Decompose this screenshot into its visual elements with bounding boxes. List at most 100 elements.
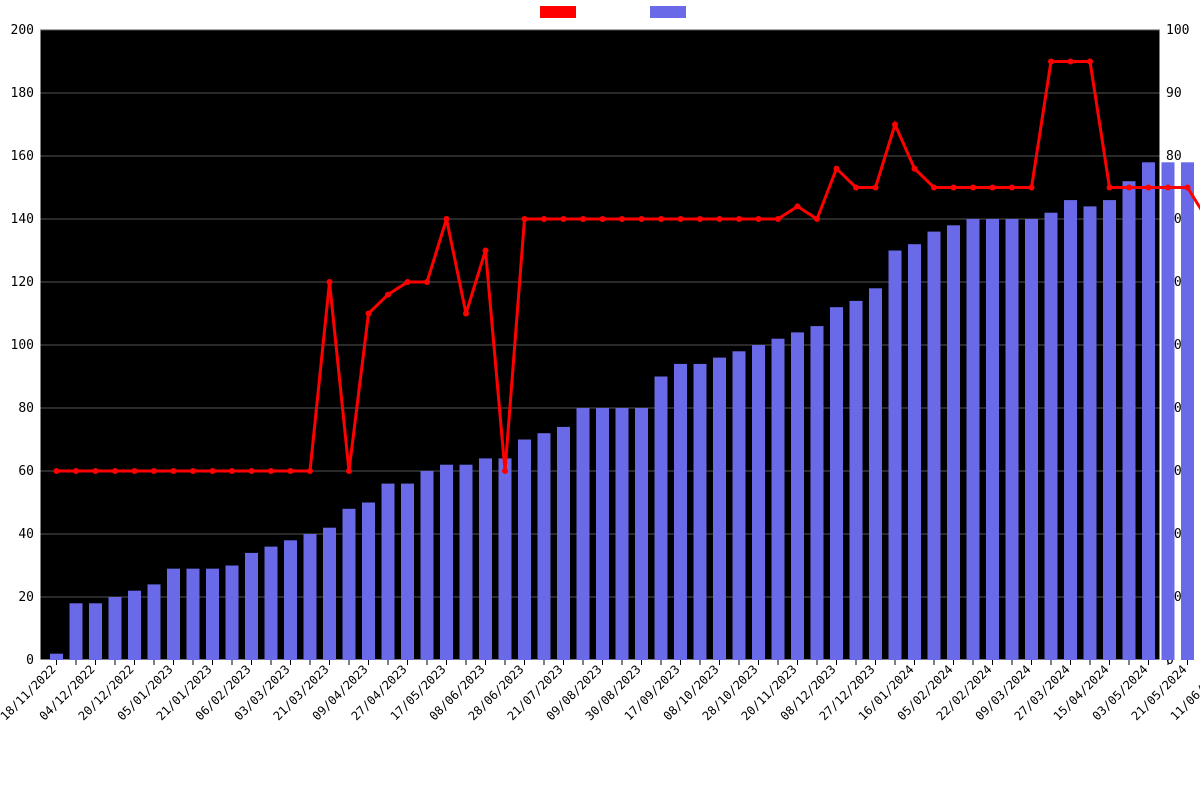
line-marker	[444, 216, 450, 222]
combo-chart: 0204060801001201401601802000102030405060…	[0, 0, 1200, 800]
bar	[596, 408, 609, 660]
line-marker	[541, 216, 547, 222]
line-marker	[112, 468, 118, 474]
y-left-tick-label: 200	[11, 23, 34, 38]
bar	[362, 503, 375, 661]
bar	[538, 433, 551, 660]
bar	[1084, 206, 1097, 660]
line-marker	[502, 468, 508, 474]
bar	[1181, 162, 1194, 660]
bar	[323, 528, 336, 660]
bar	[128, 591, 141, 660]
line-marker	[229, 468, 235, 474]
bar	[148, 584, 161, 660]
line-marker	[1146, 185, 1152, 191]
bar	[557, 427, 570, 660]
y-right-tick-label: 100	[1166, 23, 1189, 38]
y-right-tick-label: 90	[1166, 86, 1182, 101]
line-marker	[1126, 185, 1132, 191]
legend-swatch-bar	[650, 6, 686, 18]
bar	[928, 232, 941, 660]
bar	[89, 603, 102, 660]
y-left-tick-label: 180	[11, 86, 34, 101]
line-marker	[775, 216, 781, 222]
bar	[986, 219, 999, 660]
bar	[616, 408, 629, 660]
bar	[577, 408, 590, 660]
bar	[343, 509, 356, 660]
bar	[401, 484, 414, 660]
line-marker	[697, 216, 703, 222]
line-marker	[658, 216, 664, 222]
bar	[167, 569, 180, 660]
y-left-tick-label: 0	[26, 653, 34, 668]
bar	[1045, 213, 1058, 660]
bar	[1123, 181, 1136, 660]
line-marker	[619, 216, 625, 222]
bar	[440, 465, 453, 660]
bar	[187, 569, 200, 660]
bar	[1162, 162, 1175, 660]
bar	[694, 364, 707, 660]
bar	[674, 364, 687, 660]
line-marker	[795, 203, 801, 209]
line-marker	[873, 185, 879, 191]
line-marker	[717, 216, 723, 222]
line-marker	[1107, 185, 1113, 191]
bar	[1025, 219, 1038, 660]
line-marker	[385, 292, 391, 298]
line-marker	[190, 468, 196, 474]
line-marker	[327, 279, 333, 285]
bar	[479, 458, 492, 660]
bar	[830, 307, 843, 660]
line-marker	[346, 468, 352, 474]
line-marker	[522, 216, 528, 222]
line-marker	[307, 468, 313, 474]
line-marker	[171, 468, 177, 474]
bar	[109, 597, 122, 660]
line-marker	[600, 216, 606, 222]
bar	[1006, 219, 1019, 660]
bar	[206, 569, 219, 660]
y-left-tick-label: 40	[18, 527, 34, 542]
line-marker	[132, 468, 138, 474]
bar	[889, 251, 902, 661]
bar	[50, 654, 63, 660]
line-marker	[678, 216, 684, 222]
line-marker	[580, 216, 586, 222]
line-marker	[561, 216, 567, 222]
line-marker	[249, 468, 255, 474]
line-marker	[814, 216, 820, 222]
bar	[1142, 162, 1155, 660]
y-right-tick-label: 80	[1166, 149, 1182, 164]
line-marker	[912, 166, 918, 172]
line-marker	[424, 279, 430, 285]
bar	[655, 377, 668, 661]
bar	[947, 225, 960, 660]
y-left-tick-label: 140	[11, 212, 34, 227]
line-marker	[288, 468, 294, 474]
bar	[304, 534, 317, 660]
y-left-tick-label: 160	[11, 149, 34, 164]
y-left-tick-label: 80	[18, 401, 34, 416]
bar	[908, 244, 921, 660]
line-marker	[1087, 59, 1093, 65]
bar	[811, 326, 824, 660]
line-marker	[1165, 185, 1171, 191]
bar	[733, 351, 746, 660]
line-marker	[1029, 185, 1035, 191]
bar	[1064, 200, 1077, 660]
bar	[791, 332, 804, 660]
bar	[869, 288, 882, 660]
line-marker	[151, 468, 157, 474]
line-marker	[54, 468, 60, 474]
bar	[635, 408, 648, 660]
bar	[752, 345, 765, 660]
y-left-tick-label: 120	[11, 275, 34, 290]
line-marker	[483, 248, 489, 254]
line-marker	[1009, 185, 1015, 191]
bar	[421, 471, 434, 660]
line-marker	[93, 468, 99, 474]
line-marker	[405, 279, 411, 285]
line-marker	[951, 185, 957, 191]
